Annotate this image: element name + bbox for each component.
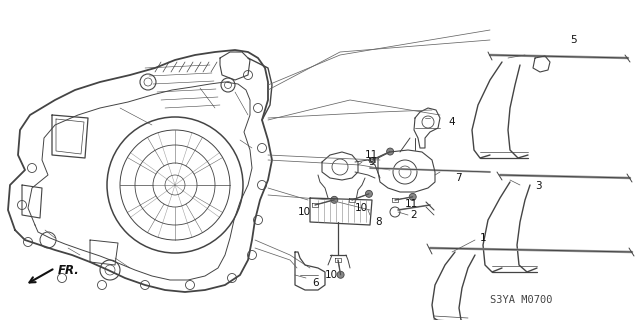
Text: 10: 10 [298, 207, 311, 217]
Text: 9: 9 [368, 157, 374, 167]
Circle shape [331, 196, 338, 203]
Text: S3YA M0700: S3YA M0700 [490, 295, 552, 305]
Text: 10: 10 [355, 203, 368, 213]
Text: 1: 1 [480, 233, 486, 243]
Text: 11: 11 [365, 150, 378, 160]
Text: 10: 10 [325, 270, 338, 280]
Text: 6: 6 [312, 278, 319, 288]
Text: FR.: FR. [58, 263, 80, 276]
Circle shape [365, 190, 372, 197]
Circle shape [337, 271, 344, 278]
Text: 3: 3 [535, 181, 541, 191]
Text: 8: 8 [375, 217, 381, 227]
Text: 5: 5 [570, 35, 577, 45]
Circle shape [409, 193, 416, 200]
Text: 11: 11 [405, 199, 419, 209]
Text: 4: 4 [448, 117, 454, 127]
Text: 7: 7 [455, 173, 461, 183]
Text: 2: 2 [410, 210, 417, 220]
Circle shape [387, 148, 394, 155]
